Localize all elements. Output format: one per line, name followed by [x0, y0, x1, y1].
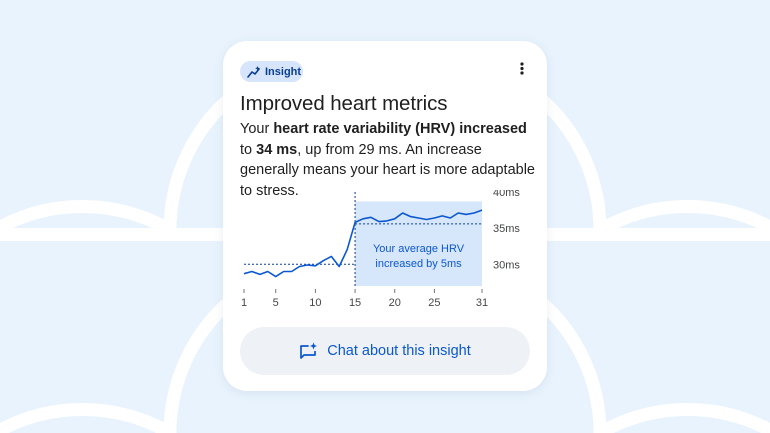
insight-description: Your heart rate variability (HRV) increa…: [240, 119, 540, 201]
hrv-chart: Your average HRV increased by 5ms 40ms 35ms…: [241, 190, 520, 309]
more-options-button[interactable]: [515, 62, 529, 80]
description-text: , up from 29 ms. An increase generally m…: [240, 141, 535, 199]
chat-sparkle-icon: [299, 342, 319, 361]
x-tick-label: 1: [241, 297, 247, 309]
x-tick-label: 5: [273, 297, 279, 309]
y-tick-label: 35ms: [493, 223, 520, 235]
description-highlight: 34 ms: [256, 141, 298, 158]
more-vert-icon: [520, 62, 524, 80]
insight-chip: Insight: [240, 61, 303, 82]
x-tick-label: 15: [349, 297, 361, 309]
x-tick-label: 10: [309, 297, 321, 309]
insight-chip-label: Insight: [265, 65, 302, 78]
y-tick-label: 40ms: [493, 190, 520, 199]
x-tick-label: 31: [476, 297, 488, 309]
y-tick-label: 30ms: [493, 259, 520, 271]
chat-button-label: Chat about this insight: [327, 343, 471, 359]
description-text: to: [240, 141, 257, 158]
x-tick-label: 25: [428, 297, 440, 309]
description-highlight: heart rate variability (HRV) increased: [273, 121, 527, 137]
card-title: Improved heart metrics: [240, 92, 448, 115]
highlight-annotation: Your average HRV: [373, 243, 465, 255]
highlight-region: [355, 201, 482, 286]
hrv-series-line: [243, 209, 483, 278]
chat-about-insight-button[interactable]: Chat about this insight: [240, 327, 530, 375]
x-tick-label: 20: [389, 297, 401, 309]
insight-card: Insight Improved heart metrics Your hear…: [223, 41, 547, 391]
trend-sparkle-icon: [247, 65, 261, 78]
description-text: Your: [240, 121, 274, 137]
highlight-annotation: increased by 5ms: [375, 258, 462, 270]
